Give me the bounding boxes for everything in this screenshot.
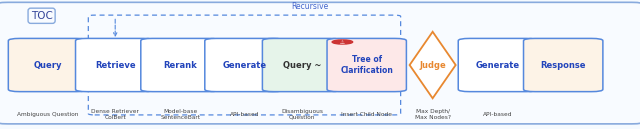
Text: Dense Retriever
ColBert: Dense Retriever ColBert — [92, 109, 139, 120]
Text: Generate: Generate — [223, 61, 266, 70]
Text: Max Depth/
Max Nodes?: Max Depth/ Max Nodes? — [415, 109, 451, 120]
Text: Generate: Generate — [476, 61, 520, 70]
Text: Model-base
SentenceBart: Model-base SentenceBart — [161, 109, 200, 120]
Text: Disambiguous
Question: Disambiguous Question — [281, 109, 323, 120]
Text: Ambiguous Question: Ambiguous Question — [17, 112, 79, 117]
Text: Response: Response — [540, 61, 586, 70]
Text: Tree of
Clarification: Tree of Clarification — [340, 55, 393, 75]
Text: Insert Child Node: Insert Child Node — [341, 112, 392, 117]
Text: TOC: TOC — [31, 11, 52, 21]
Circle shape — [332, 40, 353, 44]
FancyBboxPatch shape — [458, 38, 538, 92]
Polygon shape — [410, 32, 456, 98]
Text: API-based: API-based — [483, 112, 513, 117]
FancyBboxPatch shape — [141, 38, 220, 92]
FancyBboxPatch shape — [8, 38, 88, 92]
Text: Retrieve: Retrieve — [95, 61, 136, 70]
Text: Judge: Judge — [419, 61, 446, 70]
Text: ⚠: ⚠ — [340, 39, 345, 45]
Text: API-based: API-based — [230, 112, 259, 117]
FancyBboxPatch shape — [327, 38, 406, 92]
FancyBboxPatch shape — [76, 38, 155, 92]
FancyBboxPatch shape — [205, 38, 284, 92]
FancyBboxPatch shape — [524, 38, 603, 92]
Text: Query: Query — [34, 61, 62, 70]
Text: Rerank: Rerank — [164, 61, 197, 70]
Text: Query ~: Query ~ — [283, 61, 321, 70]
Text: Recursive: Recursive — [292, 2, 329, 11]
FancyBboxPatch shape — [0, 2, 640, 124]
FancyBboxPatch shape — [262, 38, 342, 92]
